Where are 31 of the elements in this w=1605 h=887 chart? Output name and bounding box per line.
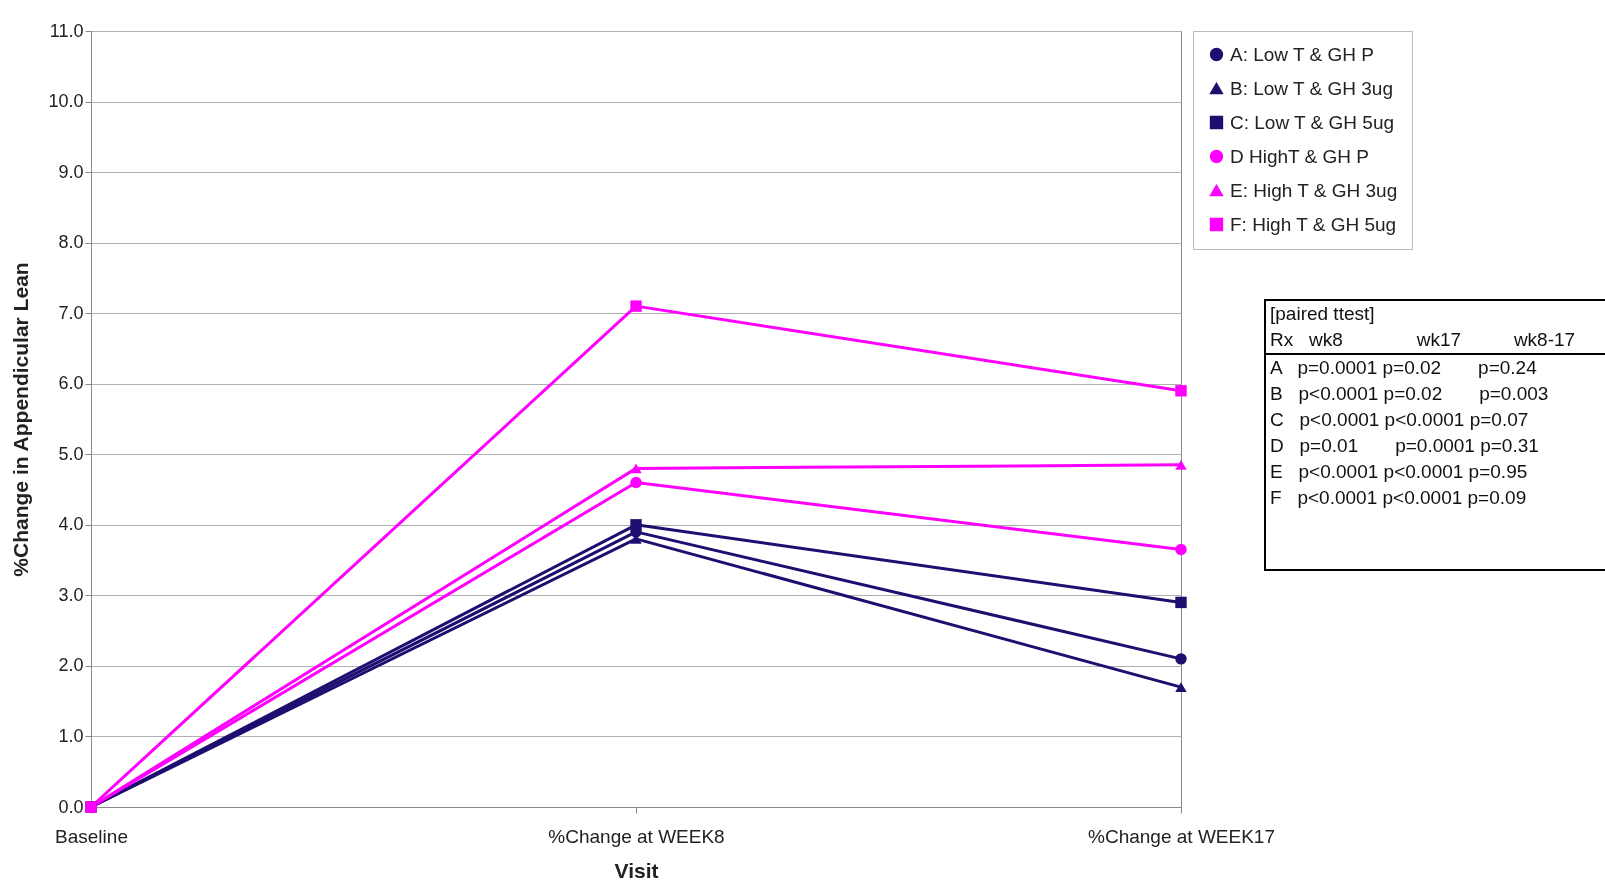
legend-label: C: Low T & GH 5ug <box>1230 111 1395 133</box>
y-tick-label: 11.0 <box>49 20 84 41</box>
text: [paired ttest] <box>1269 302 1376 326</box>
text: Rx wk8 wk17 wk8-17 <box>1266 327 1605 355</box>
y-tick-label: 2.0 <box>58 655 84 676</box>
legend-label: A: Low T & GH P <box>1230 43 1374 65</box>
x-tick-label: Baseline <box>55 825 128 847</box>
text: D p=0.01 p=0.0001 p=0.31 <box>1269 434 1540 458</box>
y-tick-label: 5.0 <box>58 443 84 464</box>
y-tick-label: 9.0 <box>58 161 84 182</box>
legend-label: E: High T & GH 3ug <box>1230 179 1398 201</box>
y-tick-label: 1.0 <box>58 725 84 746</box>
x-tick-label: %Change at WEEK8 <box>548 825 725 847</box>
y-axis-title: %Change in Appendicular Lean <box>9 262 33 577</box>
y-tick-label: 0.0 <box>58 796 84 817</box>
text: A p=0.0001 p=0.02 p=0.24 <box>1269 356 1538 380</box>
y-tick-label: 7.0 <box>58 302 84 323</box>
x-tick-label: %Change at WEEK17 <box>1088 825 1275 847</box>
x-axis-title: Visit <box>614 858 659 882</box>
y-tick-label: 8.0 <box>58 232 84 253</box>
y-tick-label: 10.0 <box>48 91 84 112</box>
legend-label: B: Low T & GH 3ug <box>1230 77 1393 99</box>
legend-label: D HighT & GH P <box>1230 145 1370 167</box>
y-tick-label: 3.0 <box>58 584 84 605</box>
legend-label: F: High T & GH 5ug <box>1230 213 1397 235</box>
text: E p<0.0001 p<0.0001 p=0.95 <box>1269 460 1529 484</box>
text: B p<0.0001 p=0.02 p=0.003 <box>1269 382 1550 406</box>
y-tick-label: 4.0 <box>58 514 84 535</box>
y-tick-label: 6.0 <box>58 373 84 394</box>
text: C p<0.0001 p<0.0001 p=0.07 <box>1269 408 1530 432</box>
text: F p<0.0001 p<0.0001 p=0.09 <box>1269 486 1528 510</box>
